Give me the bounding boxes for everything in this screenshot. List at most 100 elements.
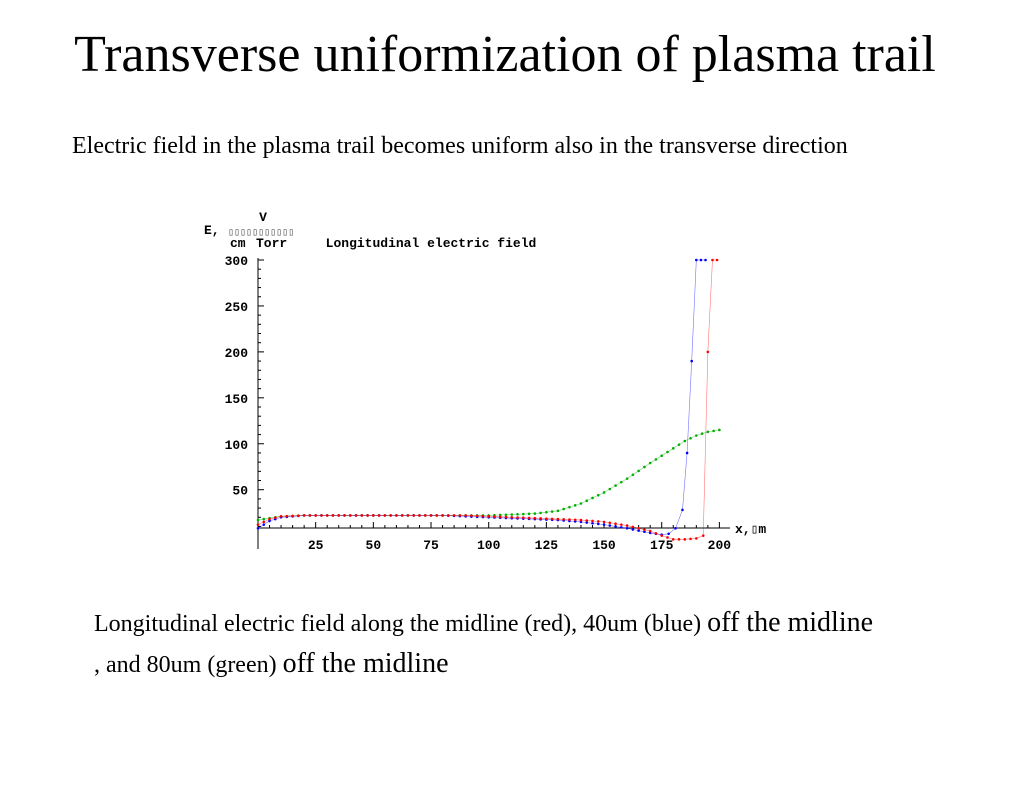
series-point-red [683,538,687,541]
series-point-red [677,538,681,541]
y-axis-unit-fraction-bar: ▯▯▯▯▯▯▯▯▯▯▯ [228,228,294,239]
series-point-green [706,430,710,434]
series-point-red [470,514,473,517]
series-point-red [562,518,565,521]
series-point-green [516,512,519,516]
series-point-red [285,514,289,518]
series-point-green [585,499,589,503]
x-tick-label: 75 [423,538,439,553]
series-point-blue [602,523,606,526]
series-point-green [614,484,617,487]
series-point-green [256,518,260,522]
series-point-blue [674,526,677,530]
series-point-red [475,514,479,518]
series-point-green [579,502,583,505]
series-point-green [539,511,542,515]
series-point-green [648,461,652,465]
y-tick-label: 200 [225,346,249,361]
x-tick-label: 25 [308,538,324,553]
series-point-red [695,537,698,540]
slide-title: Transverse uniformization of plasma trai… [74,26,936,83]
series-point-green [545,510,548,514]
series-point-red [256,523,260,526]
series-point-red [418,514,421,517]
series-point-green [671,447,675,450]
series-point-green [602,491,606,494]
series-point-red [331,514,335,517]
series-point-green [562,507,565,511]
series-point-red [510,515,514,519]
y-axis-unit-denominator-right: Torr [256,236,287,251]
series-point-red [602,520,606,524]
series-point-red [452,514,456,517]
series-point-blue [695,258,698,262]
series-point-red [579,518,583,522]
series-point-red [441,514,444,517]
x-tick-label: 150 [592,538,616,553]
series-point-red [585,519,589,522]
series-point-red [274,516,277,520]
series-point-red [671,538,675,541]
series-point-red [556,517,560,521]
series-point-red [654,532,658,535]
series-point-red [715,258,719,262]
series-point-red [573,518,577,522]
x-tick-label: 50 [366,538,382,553]
series-point-blue [625,526,629,530]
series-point-green [695,434,698,437]
series-point-red [320,514,323,517]
series-point-red [614,522,617,526]
series-point-green [521,512,525,516]
series-point-blue [685,451,689,455]
series-point-blue [699,258,703,262]
series-point-red [527,516,531,520]
series-point-green [660,454,664,458]
y-axis-label-prefix: E, [204,223,220,238]
series-line-green [257,429,720,521]
series-point-green [689,436,692,440]
series-point-blue [620,526,623,529]
series-point-blue [256,526,260,530]
series-point-red [533,516,537,520]
series-point-red [568,518,571,521]
y-axis-unit-denominator-left: cm [230,236,246,251]
series-point-red [325,514,329,517]
caption-part-3: , and 80um (green) [94,652,283,678]
series-point-red [360,514,364,517]
series-point-blue [585,521,589,524]
series-point-red [521,516,525,520]
series-point-green [533,512,537,515]
series-point-green [573,504,577,507]
series-point-blue [631,528,635,531]
caption-part-2: off the midline [707,607,874,638]
series-point-blue [667,532,670,536]
series-point-green [643,465,646,469]
chart-series [256,258,721,541]
series-point-red [400,514,404,517]
series-point-red [302,514,306,517]
series-point-green [718,428,721,432]
y-tick-label: 250 [225,300,249,315]
y-axis-unit-numerator: V [259,210,267,225]
series-point-blue [704,258,707,262]
series-point-red [706,350,710,354]
series-point-green [556,509,560,513]
series-point-blue [681,508,684,512]
series-point-blue [591,521,594,525]
series-point-green [498,513,502,517]
series-point-red [343,514,346,517]
series-point-red [412,514,416,517]
series-point-red [550,517,554,521]
series-point-red [337,514,341,517]
series-point-green [712,429,715,433]
series-point-red [383,514,387,517]
series-point-red [314,514,317,517]
series-point-red [545,517,548,520]
x-tick-label: 100 [477,538,501,553]
series-point-blue [608,524,612,527]
series-point-red [498,515,502,519]
series-point-red [596,520,600,523]
series-line-blue [257,259,706,536]
chart-ticks: 50 100 150 200 250 300 25 50 75 100 125 150 175 200 [225,254,732,553]
series-point-red [348,514,352,517]
